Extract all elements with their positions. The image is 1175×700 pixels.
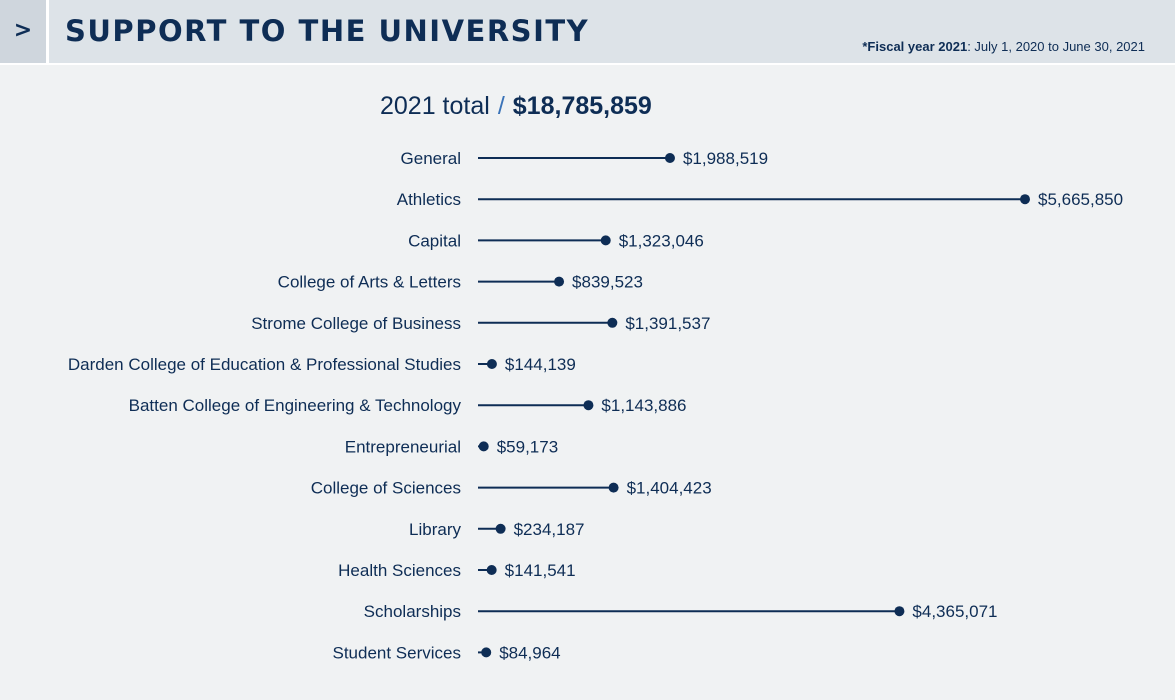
bar-point-health-sciences	[486, 565, 497, 575]
category-label-strome-college-of-business: Strome College of Business	[251, 314, 461, 333]
page-header: > SUPPORT TO THE UNIVERSITY *Fiscal year…	[0, 0, 1175, 65]
value-label-scholarships: $4,365,071	[912, 602, 997, 621]
chevron-right-icon: >	[13, 18, 33, 43]
bar-row-college-of-sciences: College of Sciences $1,404,423	[311, 479, 712, 498]
bar-row-darden-college-of-education-and-professional-studies: Darden College of Education & Profession…	[68, 355, 576, 374]
bar-row-strome-college-of-business: Strome College of Business $1,391,537	[251, 314, 710, 333]
value-label-student-services: $84,964	[499, 643, 560, 662]
bar-point-general	[664, 153, 675, 163]
category-label-scholarships: Scholarships	[364, 602, 461, 621]
category-label-darden-college-of-education-and-professional-studies: Darden College of Education & Profession…	[68, 355, 461, 374]
bar-row-health-sciences: Health Sciences $141,541	[338, 561, 575, 580]
bar-point-strome-college-of-business	[607, 317, 618, 328]
fiscal-note: *Fiscal year 2021: July 1, 2020 to June …	[862, 39, 1145, 54]
category-label-library: Library	[409, 520, 461, 539]
bar-point-college-of-sciences	[608, 482, 619, 493]
bar-point-darden-college-of-education-and-professional-studies	[486, 359, 497, 369]
bar-row-scholarships: Scholarships $4,365,071	[364, 602, 998, 621]
bar-row-college-of-arts-and-letters: College of Arts & Letters $839,523	[278, 273, 643, 292]
bar-point-batten-college-of-engineering-and-technology	[583, 400, 594, 411]
bar-point-college-of-arts-and-letters	[554, 276, 565, 287]
value-label-batten-college-of-engineering-and-technology: $1,143,886	[601, 396, 686, 415]
bar-row-general: General $1,988,519	[401, 149, 769, 168]
total-separator: /	[497, 92, 505, 120]
value-label-health-sciences: $141,541	[505, 561, 576, 580]
fiscal-note-label: *Fiscal year 2021	[862, 39, 968, 54]
value-label-entrepreneurial: $59,173	[497, 437, 558, 456]
bar-row-batten-college-of-engineering-and-technology: Batten College of Engineering & Technolo…	[129, 396, 687, 415]
bar-row-library: Library $234,187	[409, 520, 584, 539]
category-label-college-of-sciences: College of Sciences	[311, 479, 461, 498]
bar-row-capital: Capital $1,323,046	[408, 231, 704, 250]
category-label-batten-college-of-engineering-and-technology: Batten College of Engineering & Technolo…	[129, 396, 462, 415]
total-amount: $18,785,859	[512, 92, 652, 120]
bar-row-athletics: Athletics $5,665,850	[397, 190, 1123, 209]
value-label-general: $1,988,519	[683, 149, 768, 168]
bar-point-athletics	[1020, 194, 1030, 205]
bar-point-student-services	[481, 647, 492, 658]
category-label-capital: Capital	[408, 231, 461, 250]
category-label-athletics: Athletics	[397, 190, 461, 209]
value-label-capital: $1,323,046	[619, 231, 704, 250]
total-label: 2021 total	[380, 92, 490, 120]
bar-point-scholarships	[894, 606, 905, 617]
category-label-general: General	[401, 149, 461, 168]
category-label-college-of-arts-and-letters: College of Arts & Letters	[278, 273, 461, 292]
bar-row-entrepreneurial: Entrepreneurial $59,173	[345, 437, 558, 456]
category-label-student-services: Student Services	[332, 643, 461, 662]
value-label-college-of-sciences: $1,404,423	[627, 479, 712, 498]
category-label-entrepreneurial: Entrepreneurial	[345, 437, 461, 456]
bar-point-library	[495, 523, 506, 534]
value-label-athletics: $5,665,850	[1038, 190, 1123, 209]
bar-row-student-services: Student Services $84,964	[332, 643, 560, 662]
page-title: SUPPORT TO THE UNIVERSITY	[65, 14, 590, 48]
bar-point-capital	[600, 235, 611, 246]
value-label-library: $234,187	[514, 520, 585, 539]
header-divider	[0, 63, 1175, 65]
fiscal-note-range: : July 1, 2020 to June 30, 2021	[967, 39, 1145, 54]
bar-point-entrepreneurial	[478, 441, 489, 452]
value-label-strome-college-of-business: $1,391,537	[625, 314, 710, 333]
category-label-health-sciences: Health Sciences	[338, 561, 461, 580]
total-summary: 2021 total / $18,785,859	[380, 92, 652, 121]
value-label-darden-college-of-education-and-professional-studies: $144,139	[505, 355, 576, 374]
nav-toggle-button[interactable]: >	[0, 0, 49, 64]
value-label-college-of-arts-and-letters: $839,523	[572, 273, 643, 292]
